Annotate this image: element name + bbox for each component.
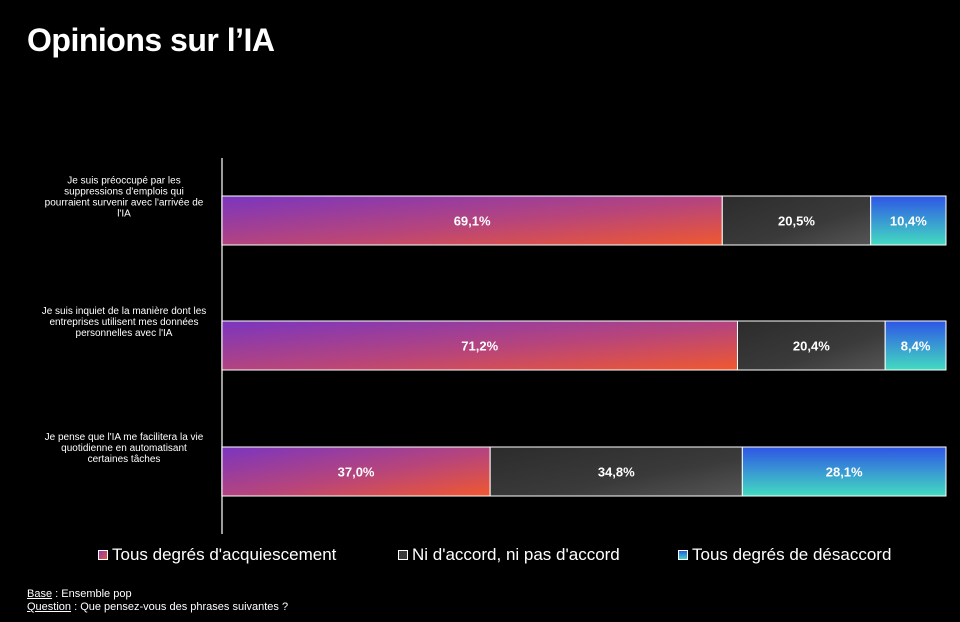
footnote-question-key: Question xyxy=(27,601,72,613)
category-label-line: Je suis préoccupé par les xyxy=(67,176,180,187)
legend-swatch-agree xyxy=(98,550,108,560)
bar-disagree-row-3 xyxy=(741,446,947,497)
legend-swatch-neutral xyxy=(398,550,408,560)
footnote-base-text: : Ensemble pop xyxy=(52,588,132,600)
bar-neutral-row-2 xyxy=(736,320,886,371)
footnote-question: Question : Que pensez-vous des phrases s… xyxy=(27,601,288,613)
bar-disagree-row-2 xyxy=(884,320,947,371)
category-label-row-3: Je pense que l'IA me facilitera la vie qu… xyxy=(45,432,204,465)
bar-agree-row-1 xyxy=(221,195,723,246)
category-label-line: pourraient survenir avec l'arrivée de xyxy=(45,198,204,209)
footnote-question-text: : Que pensez-vous des phrases suivantes … xyxy=(71,601,289,613)
legend-item-disagree: Tous degrés de désaccord xyxy=(678,545,891,565)
legend-label-neutral: Ni d'accord, ni pas d'accord xyxy=(412,545,620,564)
category-label-line: Je suis inquiet de la manière dont les xyxy=(42,306,207,317)
legend-item-agree: Tous degrés d'acquiescement xyxy=(98,545,336,565)
footnote-base: Base : Ensemble pop xyxy=(27,588,132,600)
category-label-line: entreprises utilisent mes données xyxy=(50,317,199,328)
data-label-disagree-row-2: 8,4% xyxy=(901,339,931,354)
category-label-line: l'IA xyxy=(117,209,131,220)
legend-item-neutral: Ni d'accord, ni pas d'accord xyxy=(398,545,620,565)
data-label-agree-row-3: 37,0% xyxy=(338,465,375,480)
data-label-neutral-row-3: 34,8% xyxy=(598,465,635,480)
chart-title: Opinions sur l’IA xyxy=(27,22,275,58)
data-label-agree-row-2: 71,2% xyxy=(461,339,498,354)
category-label-line: certaines tâches xyxy=(88,454,161,465)
data-label-agree-row-1: 69,1% xyxy=(454,214,491,229)
data-label-neutral-row-1: 20,5% xyxy=(778,214,815,229)
category-label-line: Je pense que l'IA me facilitera la vie xyxy=(45,432,204,443)
legend-swatch-disagree xyxy=(678,550,688,560)
data-label-disagree-row-3: 28,1% xyxy=(826,465,863,480)
bar-agree-row-2 xyxy=(221,320,738,371)
category-label-row-2: Je suis inquiet de la manière dont les en… xyxy=(42,306,207,339)
bar-disagree-row-1 xyxy=(870,195,947,246)
legend-label-agree: Tous degrés d'acquiescement xyxy=(112,545,337,564)
category-label-line: personnelles avec l'IA xyxy=(76,328,173,339)
data-label-disagree-row-1: 10,4% xyxy=(890,214,927,229)
footnote-base-key: Base xyxy=(27,588,53,600)
data-label-neutral-row-2: 20,4% xyxy=(793,339,830,354)
legend-label-disagree: Tous degrés de désaccord xyxy=(692,545,892,564)
category-label-row-1: Je suis préoccupé par les suppressions d'… xyxy=(45,176,204,220)
category-label-line: suppressions d'emplois qui xyxy=(64,187,184,198)
stacked-bar-chart: 69,1% 20,5% 10,4% 71,2% 20,4% 8,4% 37,0% 34,8% 2… xyxy=(42,158,947,534)
bar-neutral-row-1 xyxy=(721,195,872,246)
category-label-line: quotidienne en automatisant xyxy=(61,443,187,454)
legend: Tous degrés d'acquiescement Ni d'accord,… xyxy=(0,545,960,567)
